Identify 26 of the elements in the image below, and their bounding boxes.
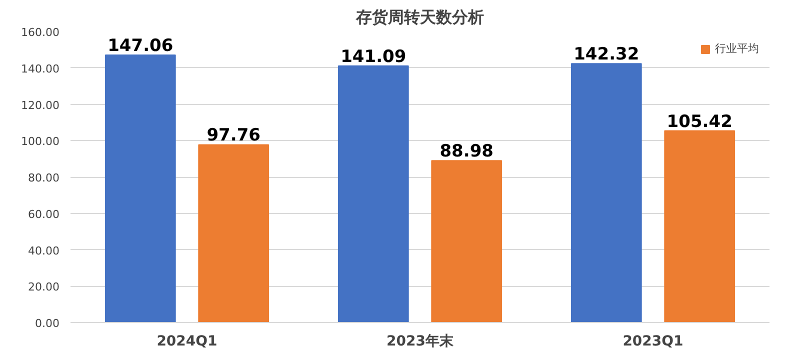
bar — [570, 63, 642, 322]
data-label: 141.09 — [340, 46, 406, 67]
y-tick-label: 100.00 — [21, 135, 60, 148]
y-tick-label: 0.00 — [35, 317, 60, 330]
x-tick-label: 2024Q1 — [156, 334, 218, 350]
y-tick-label: 140.00 — [21, 62, 60, 76]
x-tick-label: 2023年末 — [386, 334, 454, 350]
y-tick-label: 120.00 — [21, 98, 60, 112]
bar — [431, 160, 502, 322]
bar — [338, 65, 409, 322]
legend-label: 行业平均 — [715, 41, 759, 56]
data-label: 105.42 — [666, 112, 732, 132]
chart-title: 存货周转天数分析 — [355, 8, 484, 26]
data-label: 147.06 — [108, 36, 174, 56]
bar — [104, 54, 176, 322]
y-tick-label: 80.00 — [28, 172, 60, 184]
x-tick-label: 2023Q1 — [622, 334, 684, 350]
y-tick-label: 40.00 — [28, 244, 60, 258]
y-tick-label: 60.00 — [28, 208, 60, 221]
data-label: 142.32 — [574, 44, 640, 65]
bar — [664, 130, 736, 322]
data-label: 97.76 — [206, 126, 260, 146]
bar — [198, 144, 270, 322]
data-label: 88.98 — [440, 142, 494, 162]
y-tick-label: 20.00 — [28, 280, 60, 294]
y-tick-label: 160.00 — [21, 26, 60, 39]
